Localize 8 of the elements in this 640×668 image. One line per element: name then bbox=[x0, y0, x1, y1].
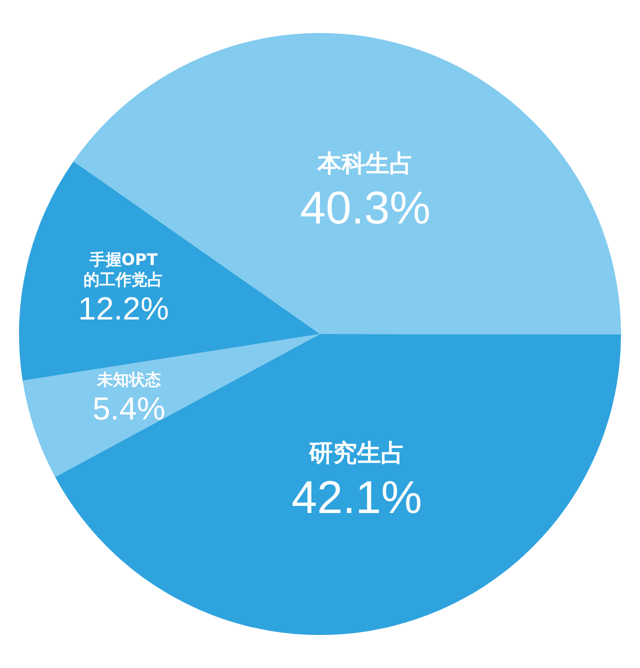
slice-label: 手握OPT 的工作党占 bbox=[84, 250, 164, 289]
data-label: 40.3% bbox=[300, 181, 431, 234]
data-label: 12.2% bbox=[78, 290, 169, 326]
data-label: 42.1% bbox=[292, 470, 422, 523]
slice-label: 本科生占 bbox=[316, 149, 414, 178]
data-label: 5.4% bbox=[92, 390, 166, 426]
slice-label: 未知状态 bbox=[96, 370, 161, 389]
slice-label: 研究生占 bbox=[308, 438, 405, 467]
